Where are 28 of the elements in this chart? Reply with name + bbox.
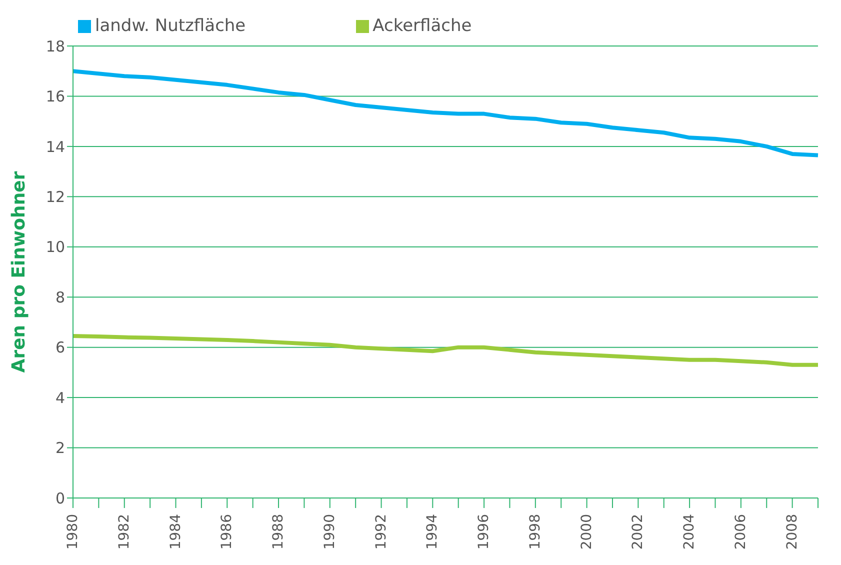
x-tick-label: 1992 (373, 514, 390, 550)
y-axis-title: Aren pro Einwohner (8, 171, 30, 373)
y-tick-label: 8 (55, 288, 65, 306)
legend-label: Ackerfläche (372, 16, 472, 36)
y-tick-label: 16 (46, 88, 65, 106)
y-tick-label: 6 (55, 338, 65, 357)
x-tick-label: 1986 (219, 514, 236, 550)
x-tick-label: 1994 (424, 514, 441, 550)
y-tick-label: 10 (46, 238, 65, 256)
y-tick-label: 14 (46, 138, 65, 156)
y-tick-label: 12 (46, 188, 65, 206)
y-tick-label: 2 (55, 439, 65, 458)
x-tick-label: 2004 (682, 514, 698, 550)
x-tick-label: 1990 (322, 514, 338, 550)
x-tick-label: 1980 (65, 514, 81, 550)
x-tick-label: 1998 (527, 514, 544, 550)
y-tick-label: 0 (55, 489, 65, 508)
y-tick-label: 4 (55, 388, 65, 407)
legend-label: landw. Nutzfläche (95, 16, 246, 36)
x-tick-label: 1988 (270, 514, 287, 550)
x-tick-label: 2000 (578, 514, 595, 550)
x-tick-label: 2008 (784, 514, 800, 550)
x-tick-label: 1984 (168, 514, 184, 550)
x-tick-label: 1982 (116, 514, 132, 550)
x-tick-label: 2002 (630, 514, 646, 550)
y-tick-label: 18 (46, 37, 65, 56)
x-tick-label: 1996 (476, 514, 492, 550)
x-tick-label: 2006 (732, 514, 749, 550)
